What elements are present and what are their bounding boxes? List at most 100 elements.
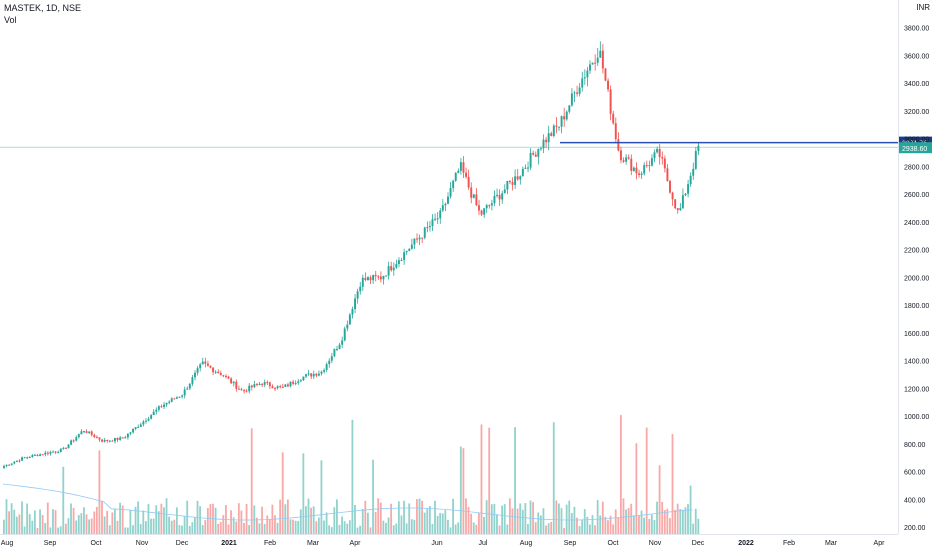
volume-bar xyxy=(366,512,369,534)
candle-body xyxy=(157,406,160,410)
volume-bar xyxy=(436,515,439,534)
candle-body xyxy=(235,381,238,389)
volume-bar xyxy=(586,516,589,534)
candle-body xyxy=(379,276,382,280)
volume-bar xyxy=(387,517,390,534)
candle-body xyxy=(454,172,457,181)
candle-body xyxy=(54,451,57,453)
x-axis: Aug Sep Oct Nov Dec 2021 Feb Mar Apr Jun Jul Aug Sep… xyxy=(0,534,898,547)
candle-body xyxy=(18,460,21,462)
candle-body xyxy=(503,189,506,194)
volume-bar xyxy=(235,521,238,534)
y-tick-label: 1600.00 xyxy=(904,331,929,338)
volume-bar xyxy=(250,428,253,534)
volume-bar xyxy=(170,520,173,534)
candle-body xyxy=(33,454,36,456)
candle-body xyxy=(111,440,114,442)
y-tick-label: 2800.00 xyxy=(904,164,929,171)
candle-body xyxy=(524,167,527,169)
candle-body xyxy=(601,50,604,69)
candle-body xyxy=(625,157,628,162)
volume-bar xyxy=(622,498,625,534)
candle-body xyxy=(253,384,256,388)
candle-body xyxy=(630,158,633,171)
candle-body xyxy=(341,340,344,345)
candle-body xyxy=(129,432,132,434)
candles xyxy=(3,41,700,470)
candle-body xyxy=(653,152,656,159)
candle-body xyxy=(596,57,599,63)
volume-bar xyxy=(379,502,382,534)
volume-bar xyxy=(547,523,550,534)
candle-body xyxy=(346,324,349,329)
volume-bar xyxy=(178,525,181,534)
volume-bar xyxy=(188,526,191,534)
candle-body xyxy=(243,390,246,392)
volume-bar xyxy=(348,520,351,534)
volume-bar xyxy=(62,466,65,534)
volume-bar xyxy=(258,523,261,534)
volume-bar xyxy=(93,511,96,534)
candle-body xyxy=(534,154,537,157)
candle-body xyxy=(617,139,620,151)
candle-body xyxy=(67,444,70,449)
volume-bar xyxy=(428,506,431,534)
volume-bar xyxy=(416,499,418,534)
candle-body xyxy=(144,420,147,422)
volume-bar xyxy=(75,520,78,534)
candle-body xyxy=(403,252,406,261)
volume-bar xyxy=(312,506,315,534)
candle-body xyxy=(385,275,387,277)
volume-bar xyxy=(36,527,39,534)
volume-bar xyxy=(85,514,88,534)
candle-body xyxy=(281,386,284,388)
candle-body xyxy=(137,426,140,428)
candle-body xyxy=(276,386,279,389)
volume-bar xyxy=(243,522,245,534)
x-tick-label: Jul xyxy=(479,540,488,547)
volume-bar xyxy=(59,526,62,534)
candle-body xyxy=(183,389,186,396)
candle-body xyxy=(452,180,455,189)
candle-body xyxy=(539,148,542,150)
candle-body xyxy=(542,139,545,149)
volume-bar xyxy=(206,508,209,534)
volume-bar xyxy=(26,503,29,534)
volume-bar xyxy=(607,520,609,534)
volume-bar xyxy=(157,511,160,534)
volume-bar xyxy=(560,508,563,534)
volume-bar xyxy=(173,519,176,534)
candle-body xyxy=(248,385,251,392)
candle-body xyxy=(558,126,560,128)
candle-body xyxy=(529,152,532,168)
candle-body xyxy=(292,381,295,384)
candle-body xyxy=(475,194,478,206)
volume-bar xyxy=(147,504,150,534)
volume-bar xyxy=(137,501,140,534)
candle-body xyxy=(245,390,248,392)
x-tick-label: Sep xyxy=(44,540,57,547)
volume-bar xyxy=(403,500,405,534)
candle-body xyxy=(119,437,122,440)
volume-bar xyxy=(124,527,127,534)
candle-body xyxy=(612,113,615,124)
candle-body xyxy=(225,376,227,378)
candle-body xyxy=(62,447,65,449)
candle-body xyxy=(41,454,44,456)
candle-body xyxy=(85,431,88,434)
candle-body xyxy=(465,172,468,177)
volume-bar xyxy=(217,523,220,534)
volume-bar xyxy=(70,503,72,534)
volume-bar xyxy=(506,524,509,534)
volume-bar xyxy=(594,525,596,534)
volume-bar xyxy=(390,503,393,534)
volume-bar xyxy=(485,500,488,534)
volume-bar xyxy=(150,518,152,534)
volume-bar xyxy=(467,506,470,534)
volume-bar xyxy=(119,502,121,534)
candle-body xyxy=(196,368,199,373)
volume-bar xyxy=(289,519,292,534)
volume-bar xyxy=(201,525,204,534)
